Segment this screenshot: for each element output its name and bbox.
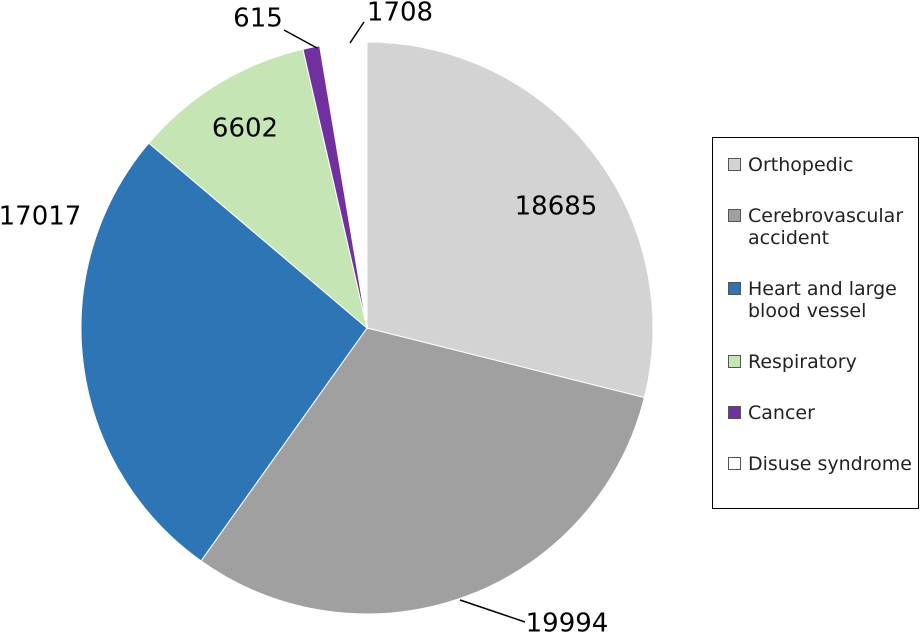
legend-entry: Cerebrovascular accident — [728, 205, 918, 249]
legend-label: Heart and large blood vessel — [748, 278, 897, 322]
legend-swatch — [728, 158, 741, 171]
data-label: 6602 — [212, 114, 278, 144]
data-label: 17017 — [0, 202, 81, 232]
legend-label: Disuse syndrome — [748, 453, 912, 475]
pie-slice — [80, 142, 368, 562]
legend-entry: Heart and large blood vessel — [728, 278, 918, 322]
legend-label: Respiratory — [748, 351, 857, 373]
leader-line — [283, 29, 318, 49]
legend-swatch — [728, 406, 741, 419]
data-label: 19994 — [526, 609, 609, 636]
legend-entry: Disuse syndrome — [728, 453, 918, 475]
data-label: 1708 — [367, 0, 433, 28]
legend-swatch — [728, 457, 741, 470]
legend-label: Cerebrovascular accident — [748, 205, 904, 249]
legend-label: Cancer — [748, 402, 815, 424]
pie-slice — [319, 41, 368, 329]
legend-swatch — [728, 355, 741, 368]
legend-swatch — [728, 209, 741, 222]
legend-label: Orthopedic — [748, 154, 854, 176]
legend-entry: Cancer — [728, 402, 918, 424]
pie-slice — [200, 327, 645, 615]
legend: Orthopedic Cerebrovascular accident Heart … — [712, 137, 919, 509]
leader-line — [349, 21, 365, 44]
data-label: 615 — [233, 4, 283, 34]
leader-line — [459, 599, 526, 623]
pie-slice — [366, 41, 654, 399]
legend-entry: Orthopedic — [728, 154, 918, 176]
data-label: 18685 — [515, 192, 598, 222]
legend-entry: Respiratory — [728, 351, 918, 373]
pie-slice — [148, 48, 368, 330]
legend-swatch — [728, 282, 741, 295]
